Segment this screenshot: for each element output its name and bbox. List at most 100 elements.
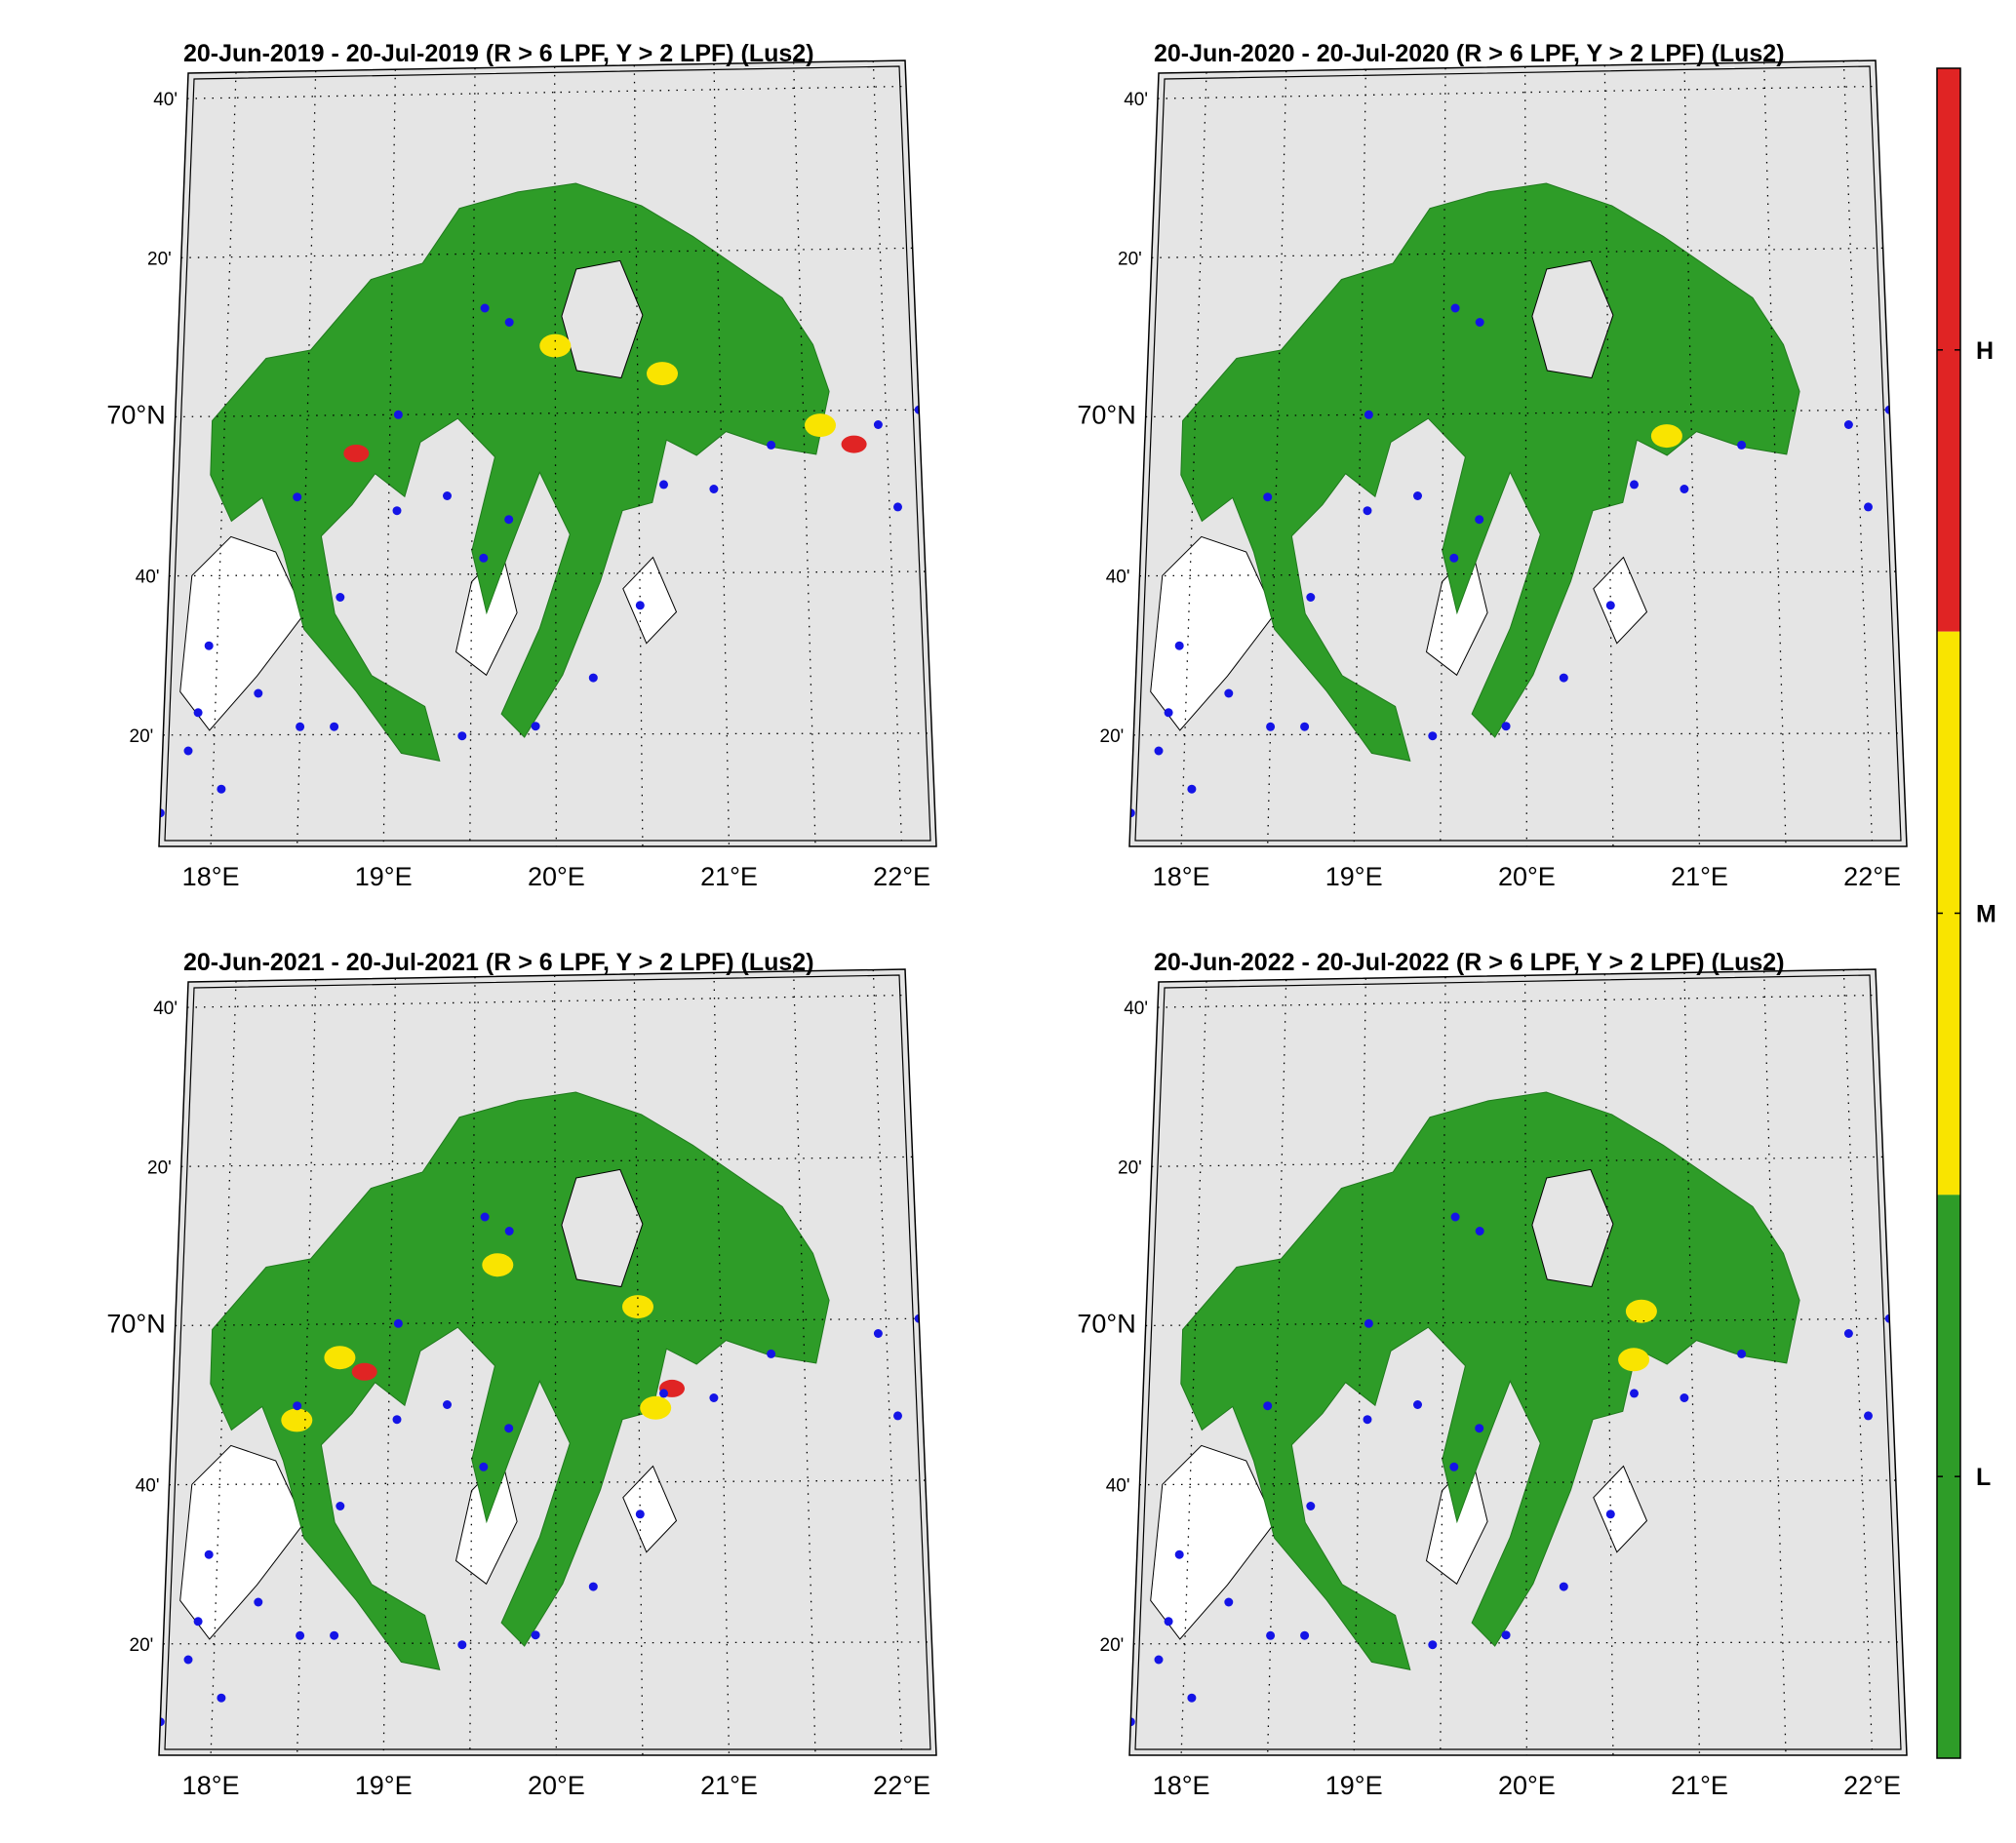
- latitude-tick-label: 20': [130, 1635, 154, 1656]
- farm-site-marker: [330, 1630, 339, 1640]
- map-frame-inner: [164, 974, 931, 1750]
- farm-site-marker: [1263, 492, 1273, 502]
- medium-impact-area: [805, 413, 836, 438]
- farm-site-marker: [147, 1712, 156, 1721]
- farm-site-marker: [293, 1401, 302, 1411]
- meridian-line: [1353, 978, 1366, 1755]
- farm-site-marker: [1363, 506, 1372, 516]
- farm-site-marker: [659, 1389, 668, 1398]
- medium-impact-area: [324, 1346, 356, 1370]
- meridian-line: [1603, 64, 1614, 846]
- farm-site-marker: [635, 1510, 645, 1519]
- latitude-tick-label: 40': [1106, 1476, 1130, 1497]
- farm-site-marker: [443, 1400, 452, 1409]
- medium-impact-area: [1625, 1299, 1657, 1323]
- meridian-line: [633, 973, 644, 1755]
- farm-site-marker: [183, 1655, 193, 1665]
- farm-site-marker: [217, 784, 226, 794]
- farm-site-marker: [480, 303, 490, 313]
- farm-site-marker: [147, 804, 156, 812]
- longitude-tick-label: 20°E: [1498, 862, 1556, 891]
- meridian-line: [382, 978, 396, 1755]
- parallel-line: [180, 1156, 913, 1167]
- island: [1531, 259, 1614, 379]
- parallel-line: [180, 247, 913, 258]
- farm-site-marker: [1363, 1415, 1372, 1425]
- map-frame-inner: [164, 65, 931, 842]
- longitude-tick-label: 22°E: [1843, 862, 1901, 891]
- panel-title: 20-Jun-2019 - 20-Jul-2019 (R > 6 LPF, Y …: [183, 40, 814, 67]
- sea-area: [1150, 1444, 1276, 1640]
- farm-site-marker: [392, 1415, 402, 1425]
- farm-site-marker: [531, 1630, 540, 1640]
- farm-site-marker: [479, 553, 489, 563]
- meridian-line: [1842, 60, 1874, 846]
- farm-site-marker: [1475, 1227, 1484, 1235]
- longitude-tick-label: 22°E: [873, 862, 930, 891]
- farm-site-marker: [296, 1630, 305, 1640]
- farm-site-marker: [1605, 601, 1615, 610]
- farm-site-marker: [1449, 1462, 1459, 1471]
- farm-site-marker: [1266, 722, 1276, 731]
- sea-area: [1593, 556, 1648, 645]
- farm-site-marker: [1605, 1510, 1615, 1519]
- farm-site-marker: [1450, 303, 1460, 313]
- island: [561, 1168, 644, 1288]
- medium-impact-area: [1650, 424, 1682, 449]
- farm-site-marker: [1300, 1630, 1310, 1640]
- parallel-line: [169, 1479, 926, 1486]
- farm-site-marker: [254, 688, 263, 698]
- farm-site-marker: [479, 1462, 489, 1471]
- farm-site-marker: [480, 1212, 490, 1222]
- latitude-tick-label: 20': [1118, 249, 1142, 269]
- colorbar-label-m: M: [1976, 901, 1996, 928]
- latitude-tick-label: 40': [1124, 999, 1148, 1019]
- longitude-tick-label: 18°E: [1153, 1771, 1210, 1800]
- farm-site-marker: [1843, 420, 1853, 429]
- low-impact-zone: [210, 182, 830, 762]
- map-frame-inner: [1134, 65, 1902, 842]
- sea-area: [1593, 1465, 1648, 1553]
- latitude-tick-label: 40': [136, 1476, 160, 1497]
- latitude-tick-label: 20': [147, 249, 172, 269]
- meridian-line: [1842, 969, 1874, 1755]
- farm-site-marker: [193, 708, 203, 718]
- longitude-tick-label: 20°E: [528, 862, 585, 891]
- longitude-tick-label: 21°E: [700, 862, 758, 891]
- medium-impact-area: [539, 333, 572, 358]
- longitude-tick-label: 21°E: [700, 1771, 758, 1800]
- map-frame: [158, 59, 937, 847]
- farm-site-marker: [1428, 731, 1438, 741]
- latitude-tick-label: 20': [1118, 1157, 1142, 1178]
- farm-site-marker: [457, 1640, 467, 1650]
- farm-site-marker: [1428, 1640, 1438, 1650]
- farm-site-marker: [504, 1227, 514, 1235]
- medium-impact-area: [1618, 1348, 1650, 1372]
- meridian-line: [554, 66, 558, 846]
- farm-site-marker: [709, 485, 719, 493]
- farm-site-marker: [767, 1349, 776, 1358]
- panel-title: 20-Jun-2021 - 20-Jul-2021 (R > 6 LPF, Y …: [183, 949, 814, 976]
- farm-site-marker: [893, 502, 902, 512]
- medium-impact-area: [281, 1408, 313, 1432]
- farm-site-marker: [709, 1393, 719, 1402]
- farm-site-marker: [873, 420, 883, 429]
- farm-site-marker: [393, 1318, 403, 1328]
- farm-site-marker: [1187, 1693, 1197, 1703]
- farm-site-marker: [1364, 410, 1373, 419]
- medium-impact-area: [482, 1253, 514, 1277]
- farm-site-marker: [296, 722, 305, 731]
- longitude-tick-label: 19°E: [355, 1771, 413, 1800]
- farm-site-marker: [1864, 502, 1873, 512]
- farm-site-marker: [531, 722, 540, 731]
- latitude-tick-label: 70°N: [1077, 400, 1135, 429]
- map-panel-2: [1129, 60, 1907, 846]
- farm-site-marker: [1501, 1630, 1511, 1640]
- longitude-tick-label: 20°E: [528, 1771, 585, 1800]
- map-panel-1: [147, 60, 936, 846]
- meridian-line: [872, 969, 903, 1755]
- farm-site-marker: [254, 1597, 263, 1607]
- farm-site-marker: [1187, 784, 1197, 794]
- meridian-line: [382, 69, 396, 846]
- farm-site-marker: [1559, 673, 1568, 683]
